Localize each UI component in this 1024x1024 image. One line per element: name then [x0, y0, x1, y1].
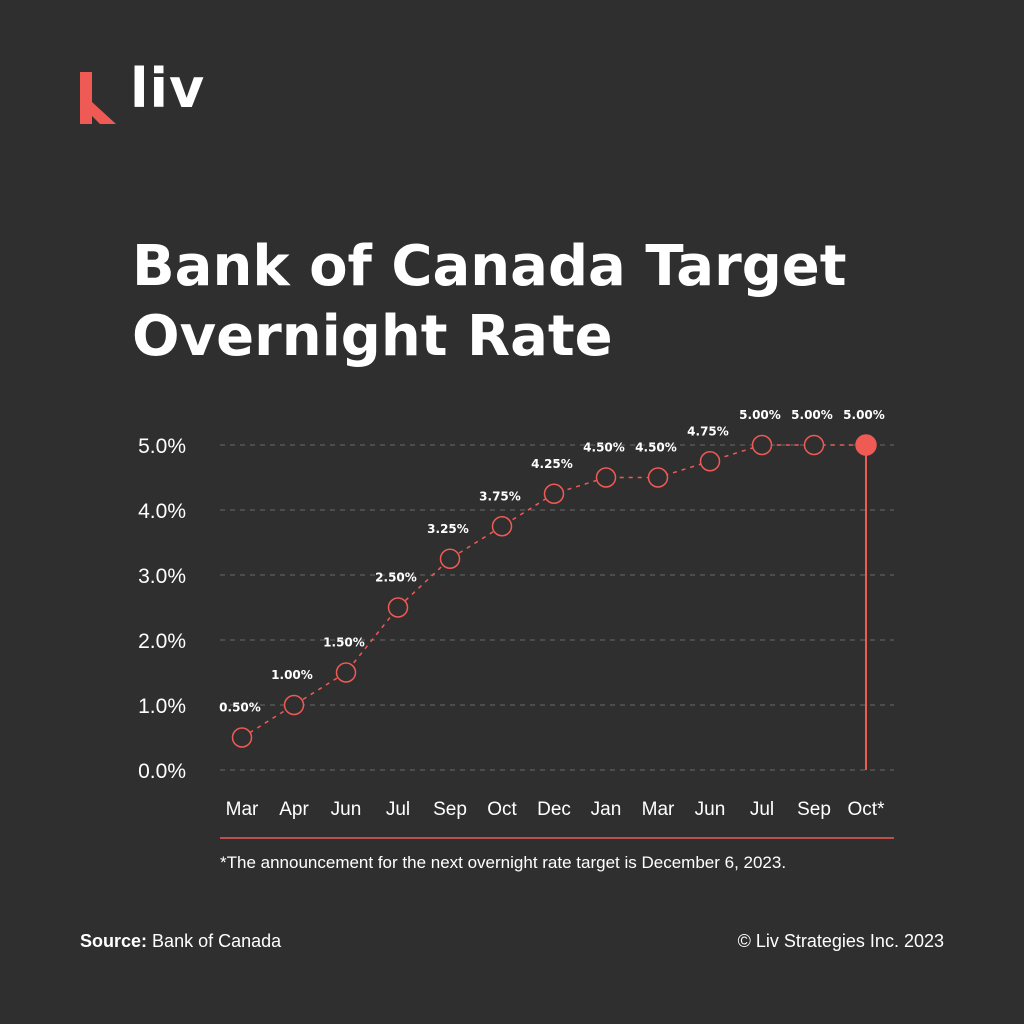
- data-label: 1.00%: [271, 668, 313, 682]
- data-point: [699, 451, 721, 472]
- footnote: *The announcement for the next overnight…: [220, 853, 787, 872]
- x-tick-label: Oct: [487, 799, 517, 820]
- data-point: [439, 548, 461, 569]
- x-tick-label: Mar: [642, 799, 675, 820]
- data-label: 4.50%: [635, 441, 677, 455]
- y-tick-label: 1.0%: [138, 695, 186, 718]
- source-label: Source:: [80, 931, 148, 951]
- page-title: Bank of Canada Target Overnight Rate: [132, 232, 952, 372]
- data-point: [543, 483, 565, 504]
- x-tick-label: Jun: [695, 799, 726, 820]
- data-label: 4.50%: [583, 441, 625, 455]
- x-tick-label: Apr: [279, 799, 309, 820]
- data-label: 5.00%: [791, 408, 833, 422]
- brand-name: liv: [130, 57, 206, 120]
- data-label: 4.75%: [687, 424, 729, 438]
- data-point: [491, 516, 513, 537]
- data-label: 0.50%: [219, 701, 261, 715]
- x-tick-label: Mar: [226, 799, 259, 820]
- brand-logo: liv: [80, 62, 220, 128]
- liv-logo-icon: [80, 72, 116, 124]
- x-tick-label: Oct*: [848, 799, 886, 820]
- x-tick-label: Sep: [433, 799, 467, 820]
- x-tick-label: Jul: [386, 799, 410, 820]
- title-line-2: Overnight Rate: [132, 304, 613, 369]
- data-label: 5.00%: [739, 408, 781, 422]
- data-label: 3.75%: [479, 489, 521, 503]
- copyright: © Liv Strategies Inc. 2023: [737, 931, 944, 951]
- source-value: Bank of Canada: [152, 931, 282, 951]
- x-tick-label: Jun: [331, 799, 362, 820]
- data-point: [751, 434, 773, 456]
- title-line-1: Bank of Canada Target: [132, 234, 847, 299]
- y-tick-label: 2.0%: [138, 630, 186, 653]
- y-tick-label: 3.0%: [138, 565, 186, 588]
- data-point: [595, 467, 617, 488]
- data-point: [647, 467, 669, 488]
- highlight-data-point: [855, 434, 877, 456]
- data-label: 1.50%: [323, 636, 365, 650]
- data-label: 4.25%: [531, 457, 573, 471]
- data-point: [387, 597, 409, 618]
- y-tick-label: 0.0%: [138, 760, 186, 783]
- data-point: [803, 434, 825, 456]
- source-credit: Source: Bank of Canada: [80, 931, 281, 952]
- x-tick-label: Jul: [750, 799, 774, 820]
- data-point: [335, 662, 357, 683]
- x-tick-label: Sep: [797, 799, 831, 820]
- data-label: 3.25%: [427, 522, 469, 536]
- data-label: 2.50%: [375, 571, 417, 585]
- data-point: [283, 694, 305, 716]
- y-tick-label: 5.0%: [138, 435, 186, 458]
- x-tick-label: Dec: [537, 799, 571, 820]
- y-tick-label: 4.0%: [138, 500, 186, 523]
- data-point: [231, 727, 253, 748]
- data-label: 5.00%: [843, 408, 885, 422]
- x-tick-label: Jan: [591, 799, 622, 820]
